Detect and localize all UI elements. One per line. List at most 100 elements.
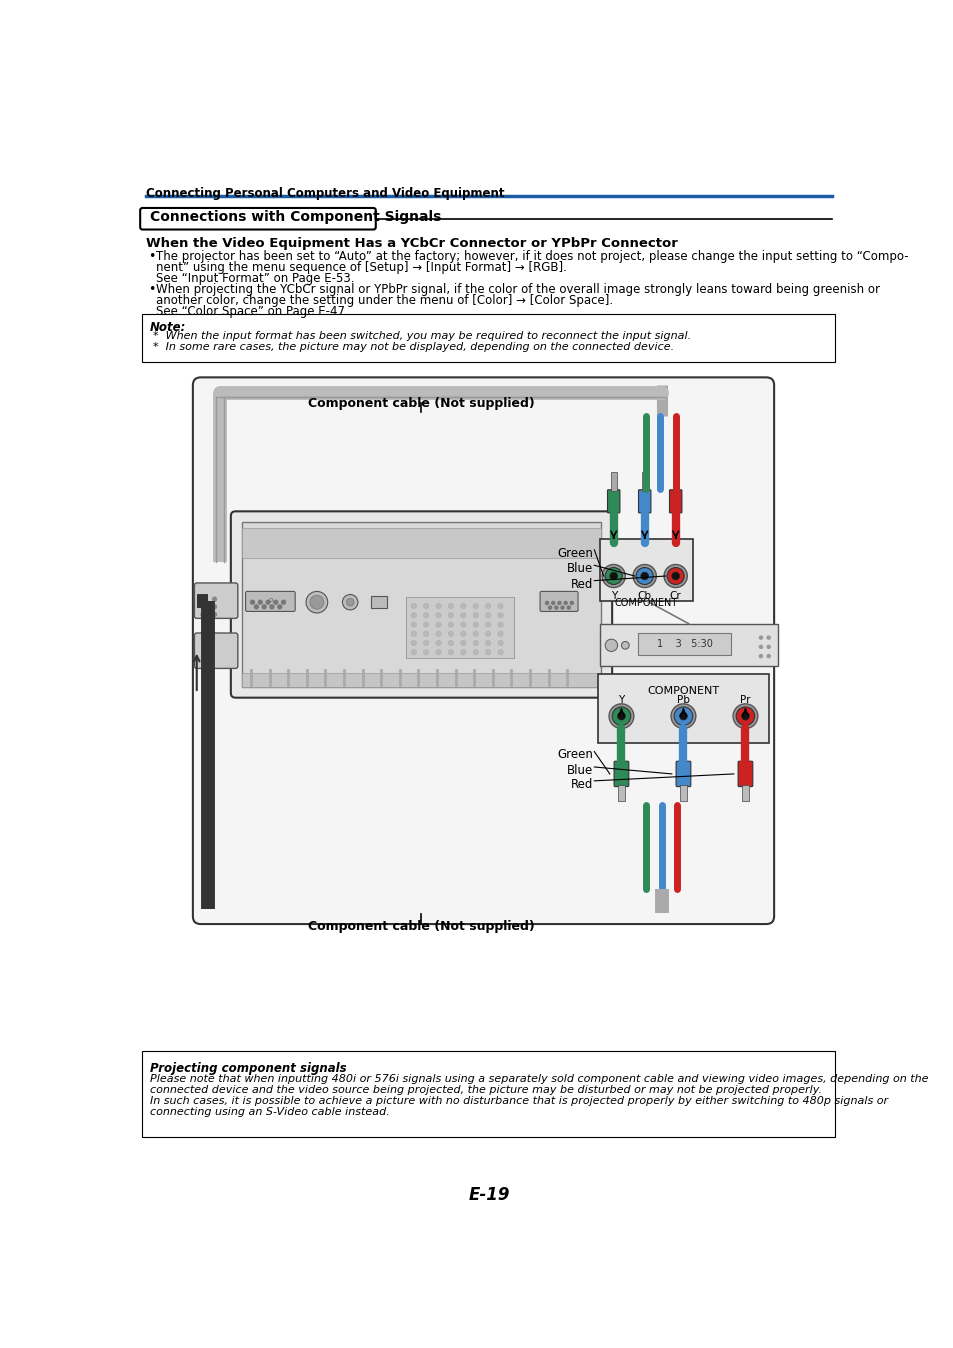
FancyBboxPatch shape (669, 489, 681, 512)
Circle shape (740, 712, 748, 720)
Bar (599, 539, 692, 601)
Circle shape (342, 594, 357, 609)
Circle shape (497, 650, 503, 655)
Circle shape (473, 604, 478, 609)
Circle shape (670, 704, 695, 728)
Circle shape (423, 631, 429, 636)
Circle shape (485, 650, 491, 655)
Text: Please note that when inputting 480i or 576i signals using a separately sold com: Please note that when inputting 480i or … (150, 1074, 928, 1084)
Circle shape (663, 565, 686, 588)
Text: another color, change the setting under the menu of [Color] → [Color Space].: another color, change the setting under … (156, 294, 613, 307)
Circle shape (201, 605, 205, 609)
Circle shape (436, 640, 441, 646)
Text: Connecting Personal Computers and Video Equipment: Connecting Personal Computers and Video … (146, 187, 504, 200)
Circle shape (608, 704, 633, 728)
Circle shape (411, 612, 416, 617)
Text: nent” using the menu sequence of [Setup] → [Input Format] → [RGB].: nent” using the menu sequence of [Setup]… (156, 262, 567, 274)
Text: Pr: Pr (740, 696, 750, 705)
Bar (371, 596, 386, 608)
Text: Connections with Component Signals: Connections with Component Signals (150, 210, 441, 224)
Circle shape (473, 612, 478, 617)
Circle shape (251, 600, 254, 604)
Circle shape (460, 640, 466, 646)
Text: Red: Red (571, 577, 593, 590)
Bar (741, 786, 748, 801)
Circle shape (262, 605, 266, 609)
Circle shape (563, 601, 567, 604)
Circle shape (213, 612, 216, 616)
FancyBboxPatch shape (676, 762, 690, 787)
Circle shape (567, 607, 570, 609)
Circle shape (551, 601, 555, 604)
Text: •: • (148, 251, 155, 263)
Text: Component cable (Not supplied): Component cable (Not supplied) (308, 396, 535, 410)
FancyBboxPatch shape (738, 762, 752, 787)
Text: *  When the input format has been switched, you may be required to reconnect the: * When the input format has been switche… (153, 332, 691, 341)
Circle shape (274, 600, 277, 604)
FancyBboxPatch shape (614, 762, 628, 787)
Circle shape (633, 565, 656, 588)
Circle shape (436, 604, 441, 609)
Text: Blue: Blue (567, 562, 593, 576)
Text: o: o (268, 597, 273, 603)
Circle shape (254, 605, 258, 609)
Circle shape (620, 642, 629, 650)
Circle shape (423, 650, 429, 655)
Circle shape (497, 621, 503, 627)
Bar (610, 472, 617, 491)
Circle shape (548, 607, 551, 609)
Text: The projector has been set to “Auto” at the factory; however, if it does not pro: The projector has been set to “Auto” at … (156, 251, 908, 263)
Circle shape (674, 706, 692, 725)
Circle shape (766, 636, 769, 639)
Text: Cb: Cb (637, 592, 651, 601)
Circle shape (436, 612, 441, 617)
Circle shape (679, 712, 686, 720)
FancyBboxPatch shape (539, 592, 578, 612)
Circle shape (201, 612, 205, 616)
Text: Y: Y (618, 696, 624, 705)
Circle shape (732, 704, 757, 728)
Circle shape (766, 655, 769, 658)
Text: See “Input Format” on Page E-53.: See “Input Format” on Page E-53. (156, 272, 355, 284)
Circle shape (436, 650, 441, 655)
Text: When the Video Equipment Has a YCbCr Connector or YPbPr Connector: When the Video Equipment Has a YCbCr Con… (146, 237, 678, 251)
Circle shape (473, 631, 478, 636)
FancyBboxPatch shape (638, 489, 650, 512)
Circle shape (411, 631, 416, 636)
Circle shape (485, 612, 491, 617)
Circle shape (258, 600, 262, 604)
Circle shape (306, 592, 328, 613)
Text: When projecting the YCbCr signal or YPbPr signal, if the color of the overall im: When projecting the YCbCr signal or YPbP… (156, 283, 880, 297)
Circle shape (460, 650, 466, 655)
Text: E-19: E-19 (468, 1186, 509, 1204)
Text: In such cases, it is possible to achieve a picture with no disturbance that is p: In such cases, it is possible to achieve… (150, 1096, 887, 1105)
Bar (406, 597, 514, 658)
Bar (618, 786, 624, 801)
Circle shape (213, 605, 216, 609)
Circle shape (636, 568, 653, 585)
Circle shape (497, 640, 503, 646)
Bar (641, 472, 647, 491)
Circle shape (759, 655, 761, 658)
Circle shape (281, 600, 285, 604)
Circle shape (460, 604, 466, 609)
Circle shape (473, 650, 478, 655)
Bar (142, 314, 834, 363)
Circle shape (485, 631, 491, 636)
Text: COMPONENT: COMPONENT (614, 599, 678, 608)
FancyBboxPatch shape (231, 511, 612, 698)
FancyBboxPatch shape (194, 582, 237, 619)
Circle shape (411, 621, 416, 627)
Circle shape (411, 650, 416, 655)
Circle shape (555, 607, 558, 609)
Circle shape (640, 572, 648, 580)
Bar (241, 522, 600, 687)
Circle shape (423, 604, 429, 609)
Bar (142, 1051, 834, 1138)
FancyBboxPatch shape (607, 489, 619, 512)
Text: Component cable (Not supplied): Component cable (Not supplied) (308, 921, 535, 933)
Bar (679, 786, 686, 801)
Circle shape (473, 640, 478, 646)
Text: *  In some rare cases, the picture may not be displayed, depending on the connec: * In some rare cases, the picture may no… (153, 342, 674, 352)
Circle shape (448, 650, 454, 655)
